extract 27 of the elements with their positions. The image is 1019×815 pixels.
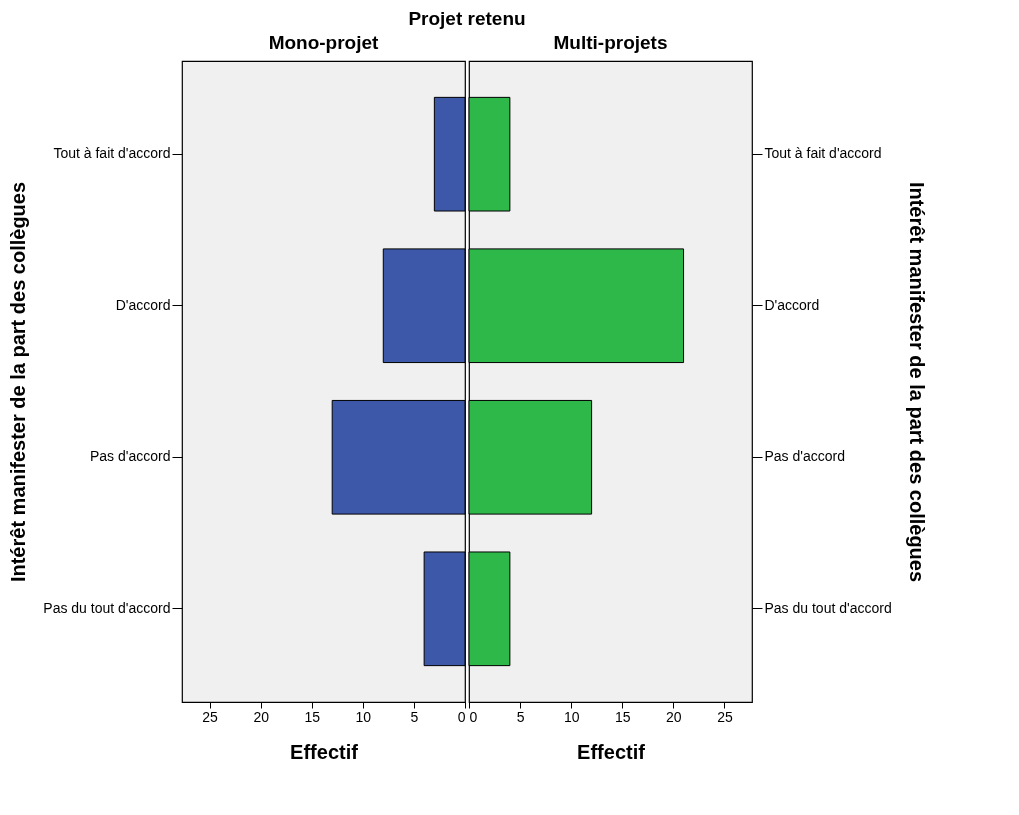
y-tick-label: Pas d'accord	[764, 448, 845, 465]
x-tick-label: 0	[469, 708, 478, 725]
x-tick-label: 5	[410, 708, 419, 725]
x-axis-title: Effectif	[290, 740, 359, 763]
x-tick-label: 5	[516, 708, 525, 725]
y-tick-label: Pas du tout d'accord	[43, 599, 171, 616]
x-tick-label: 15	[614, 708, 631, 725]
x-tick-label: 0	[457, 708, 466, 725]
y-tick-label: D'accord	[115, 296, 171, 313]
x-tick-label: 20	[253, 708, 270, 725]
y-tick-label: Tout à fait d'accord	[764, 145, 882, 162]
y-axis-title: Intérêt manifester de la part des collègues	[905, 181, 928, 583]
x-tick-label: 15	[304, 708, 321, 725]
x-tick-label: 25	[717, 708, 733, 725]
y-axis-title: Intérêt manifester de la part des collègues	[7, 181, 30, 583]
x-tick-label: 25	[202, 708, 219, 725]
chart-title: Projet retenu	[408, 8, 526, 30]
y-tick-label: Tout à fait d'accord	[53, 145, 171, 162]
x-tick-label: 10	[563, 708, 580, 725]
y-tick-label: Pas d'accord	[90, 448, 171, 465]
chart-subtitle: Mono-projet	[268, 32, 380, 53]
x-tick-label: 20	[666, 708, 682, 725]
x-axis-title: Effectif	[577, 740, 646, 763]
chart-subtitle: Multi-projets	[553, 32, 668, 53]
y-tick-label: Pas du tout d'accord	[764, 599, 892, 616]
x-tick-label: 10	[355, 708, 372, 725]
y-tick-label: D'accord	[764, 296, 820, 313]
